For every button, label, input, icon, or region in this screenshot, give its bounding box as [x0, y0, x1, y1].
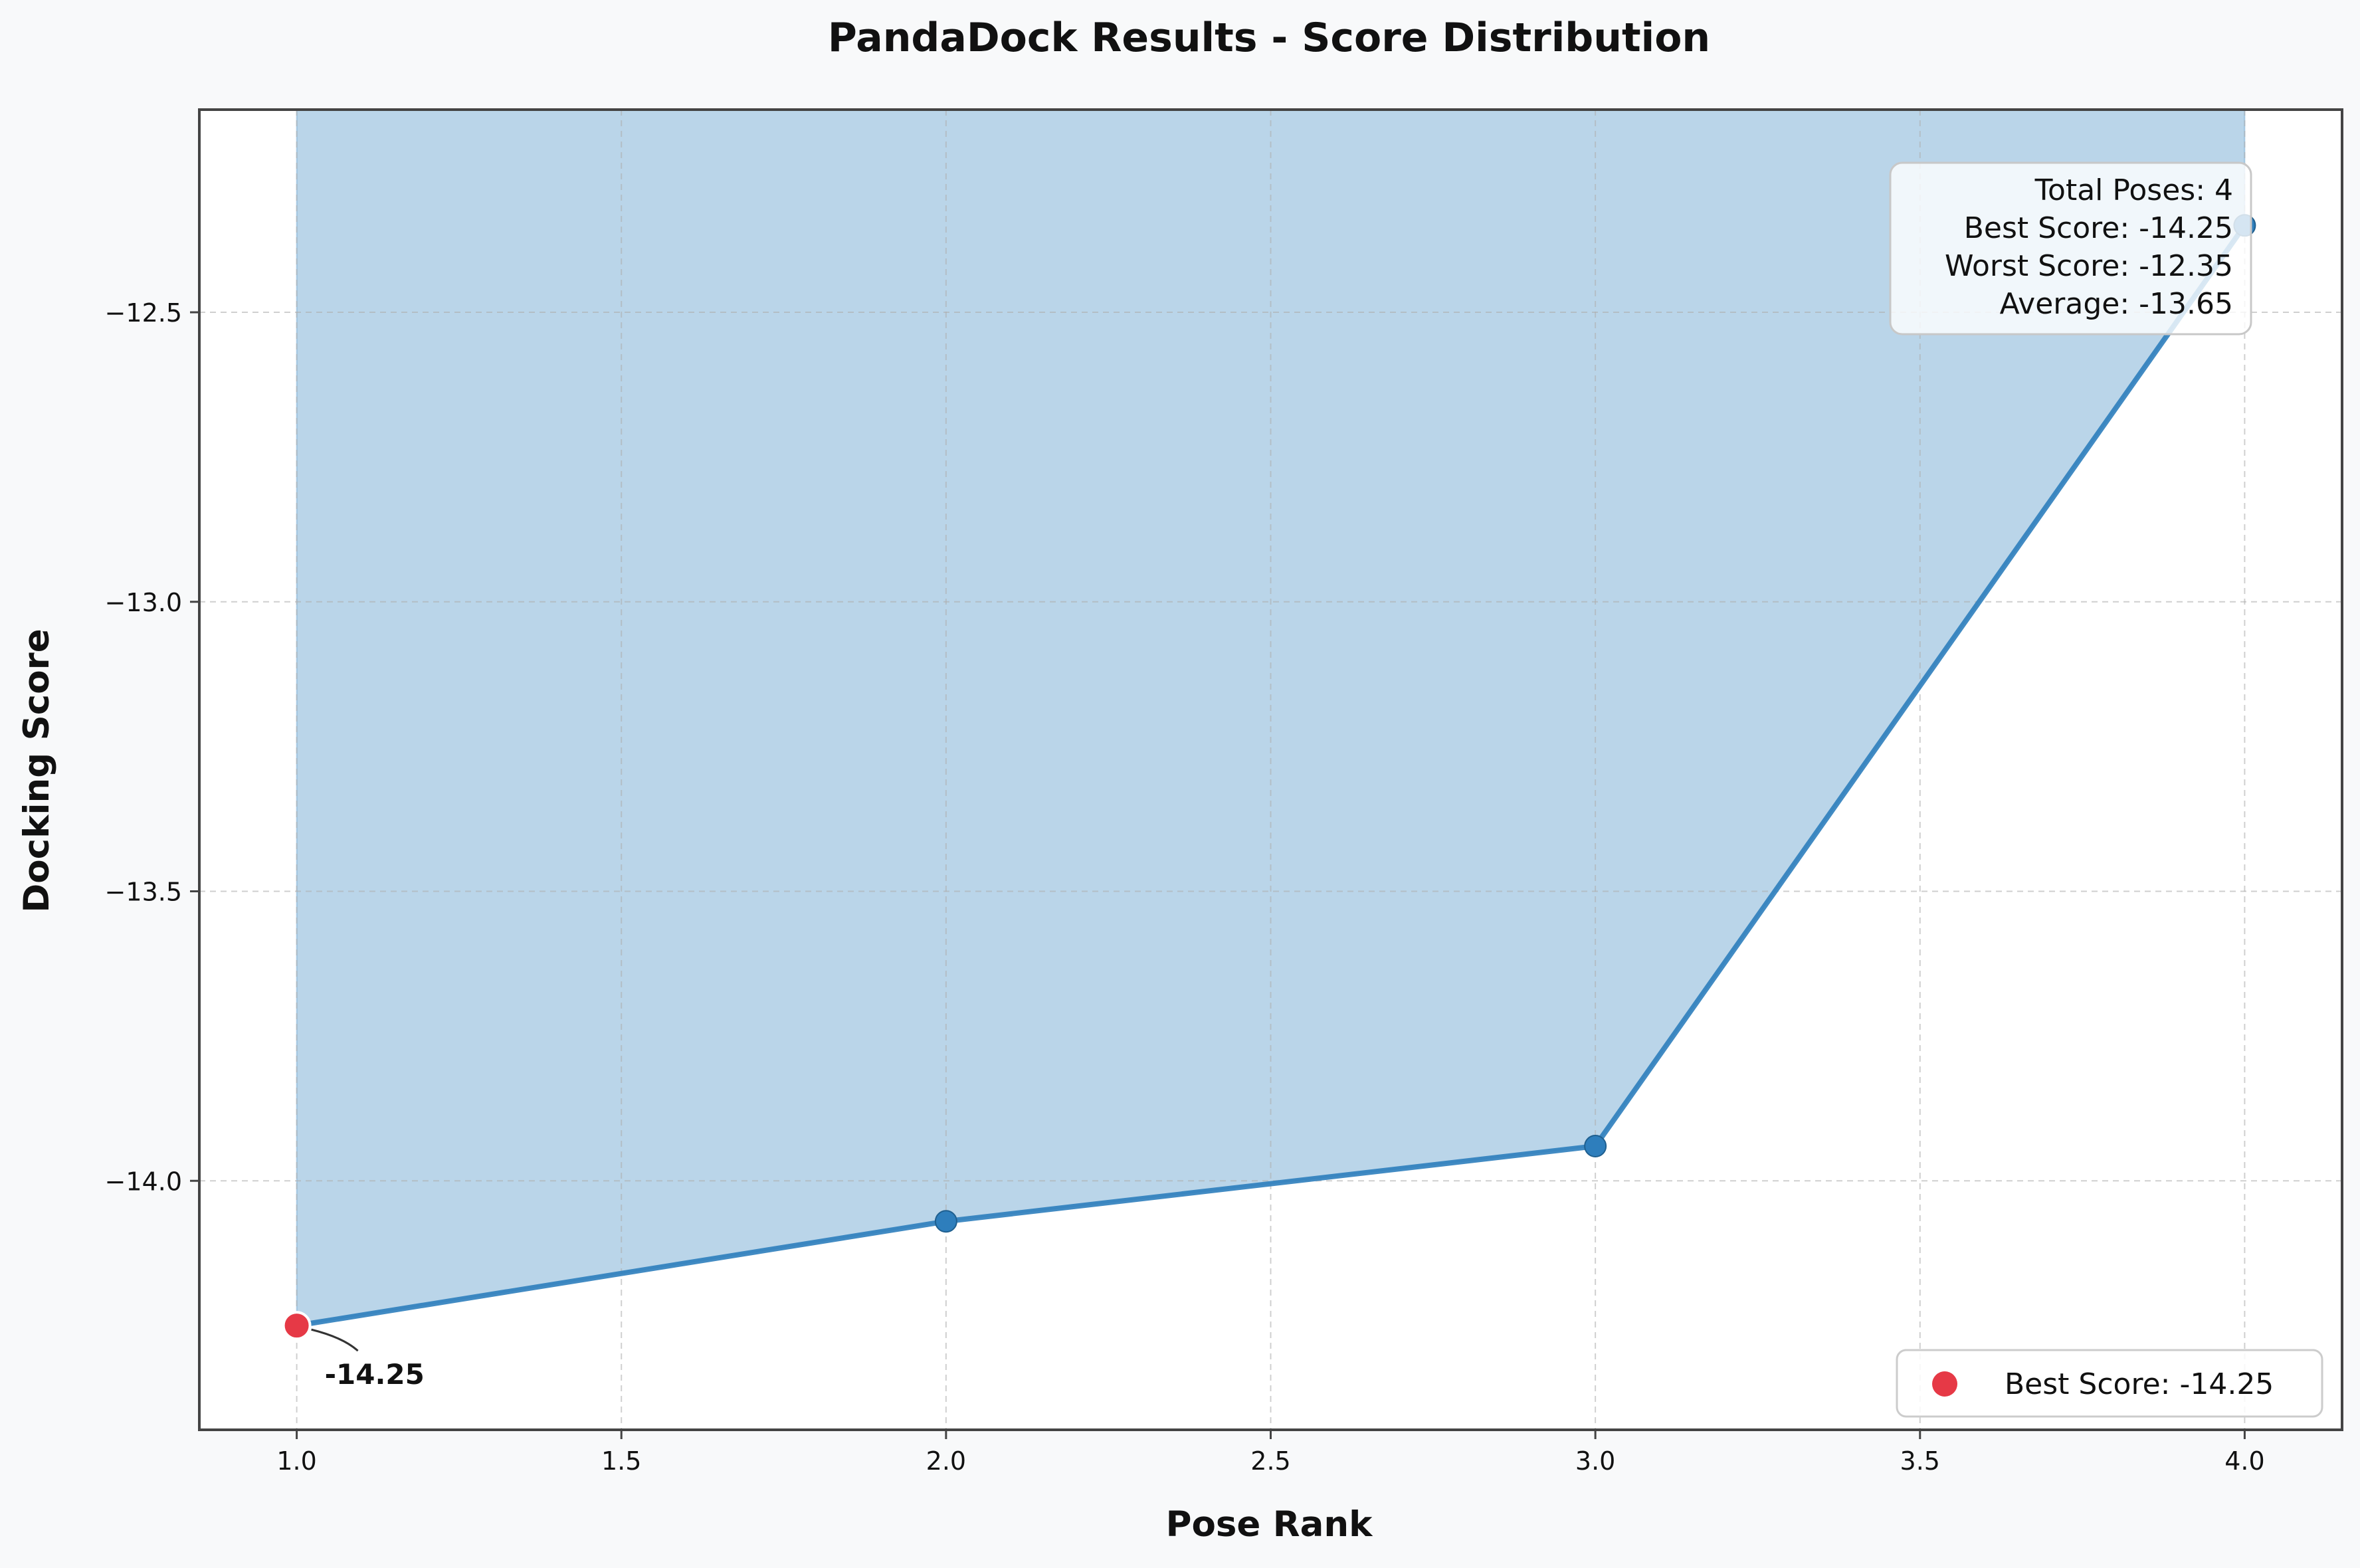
stats-line: Average: -13.65	[2000, 287, 2233, 321]
series-line	[296, 223, 2247, 1329]
best-score-annotation: -14.25	[325, 1358, 425, 1391]
y-tick-label: −12.5	[105, 298, 182, 328]
x-tick-label: 1.5	[601, 1446, 641, 1476]
stats-box	[1889, 161, 2252, 336]
plot-inner: -14.25	[199, 110, 2342, 1430]
x-axis-label: Pose Rank	[1166, 1504, 1374, 1545]
x-tick-label: 4.0	[2224, 1446, 2264, 1476]
x-tick-label: 3.0	[1575, 1446, 1615, 1476]
y-tick-label: −13.0	[105, 588, 182, 617]
x-tick-label: 2.5	[1250, 1446, 1290, 1476]
data-point	[1584, 1134, 1607, 1157]
x-tick-label: 3.5	[1900, 1446, 1940, 1476]
y-axis-label: Docking Score	[17, 629, 57, 912]
y-tick-label: −13.5	[105, 878, 182, 907]
data-point	[934, 1210, 957, 1233]
stats-line: Best Score: -14.25	[1964, 211, 2233, 245]
x-tick-label: 1.0	[276, 1446, 316, 1476]
stats-line: Worst Score: -12.35	[1945, 249, 2233, 283]
stats-line: Total Poses: 4	[2034, 173, 2233, 207]
plot-area: -14.25 1.0 1.5 2.0 2.5 3.0 3.5 4.0 −12.5 −13.0 −13…	[105, 108, 2343, 1476]
legend-box	[1896, 1349, 2323, 1418]
annotation-arrow	[311, 1328, 359, 1352]
y-tick-label: −14.0	[105, 1167, 182, 1196]
chart-title: PandaDock Results - Score Distribution	[828, 15, 1710, 61]
x-tick-label: 2.0	[926, 1446, 966, 1476]
legend-marker	[1932, 1371, 1957, 1397]
legend-label: Best Score: -14.25	[2005, 1367, 2274, 1401]
best-score-point	[282, 1311, 312, 1341]
